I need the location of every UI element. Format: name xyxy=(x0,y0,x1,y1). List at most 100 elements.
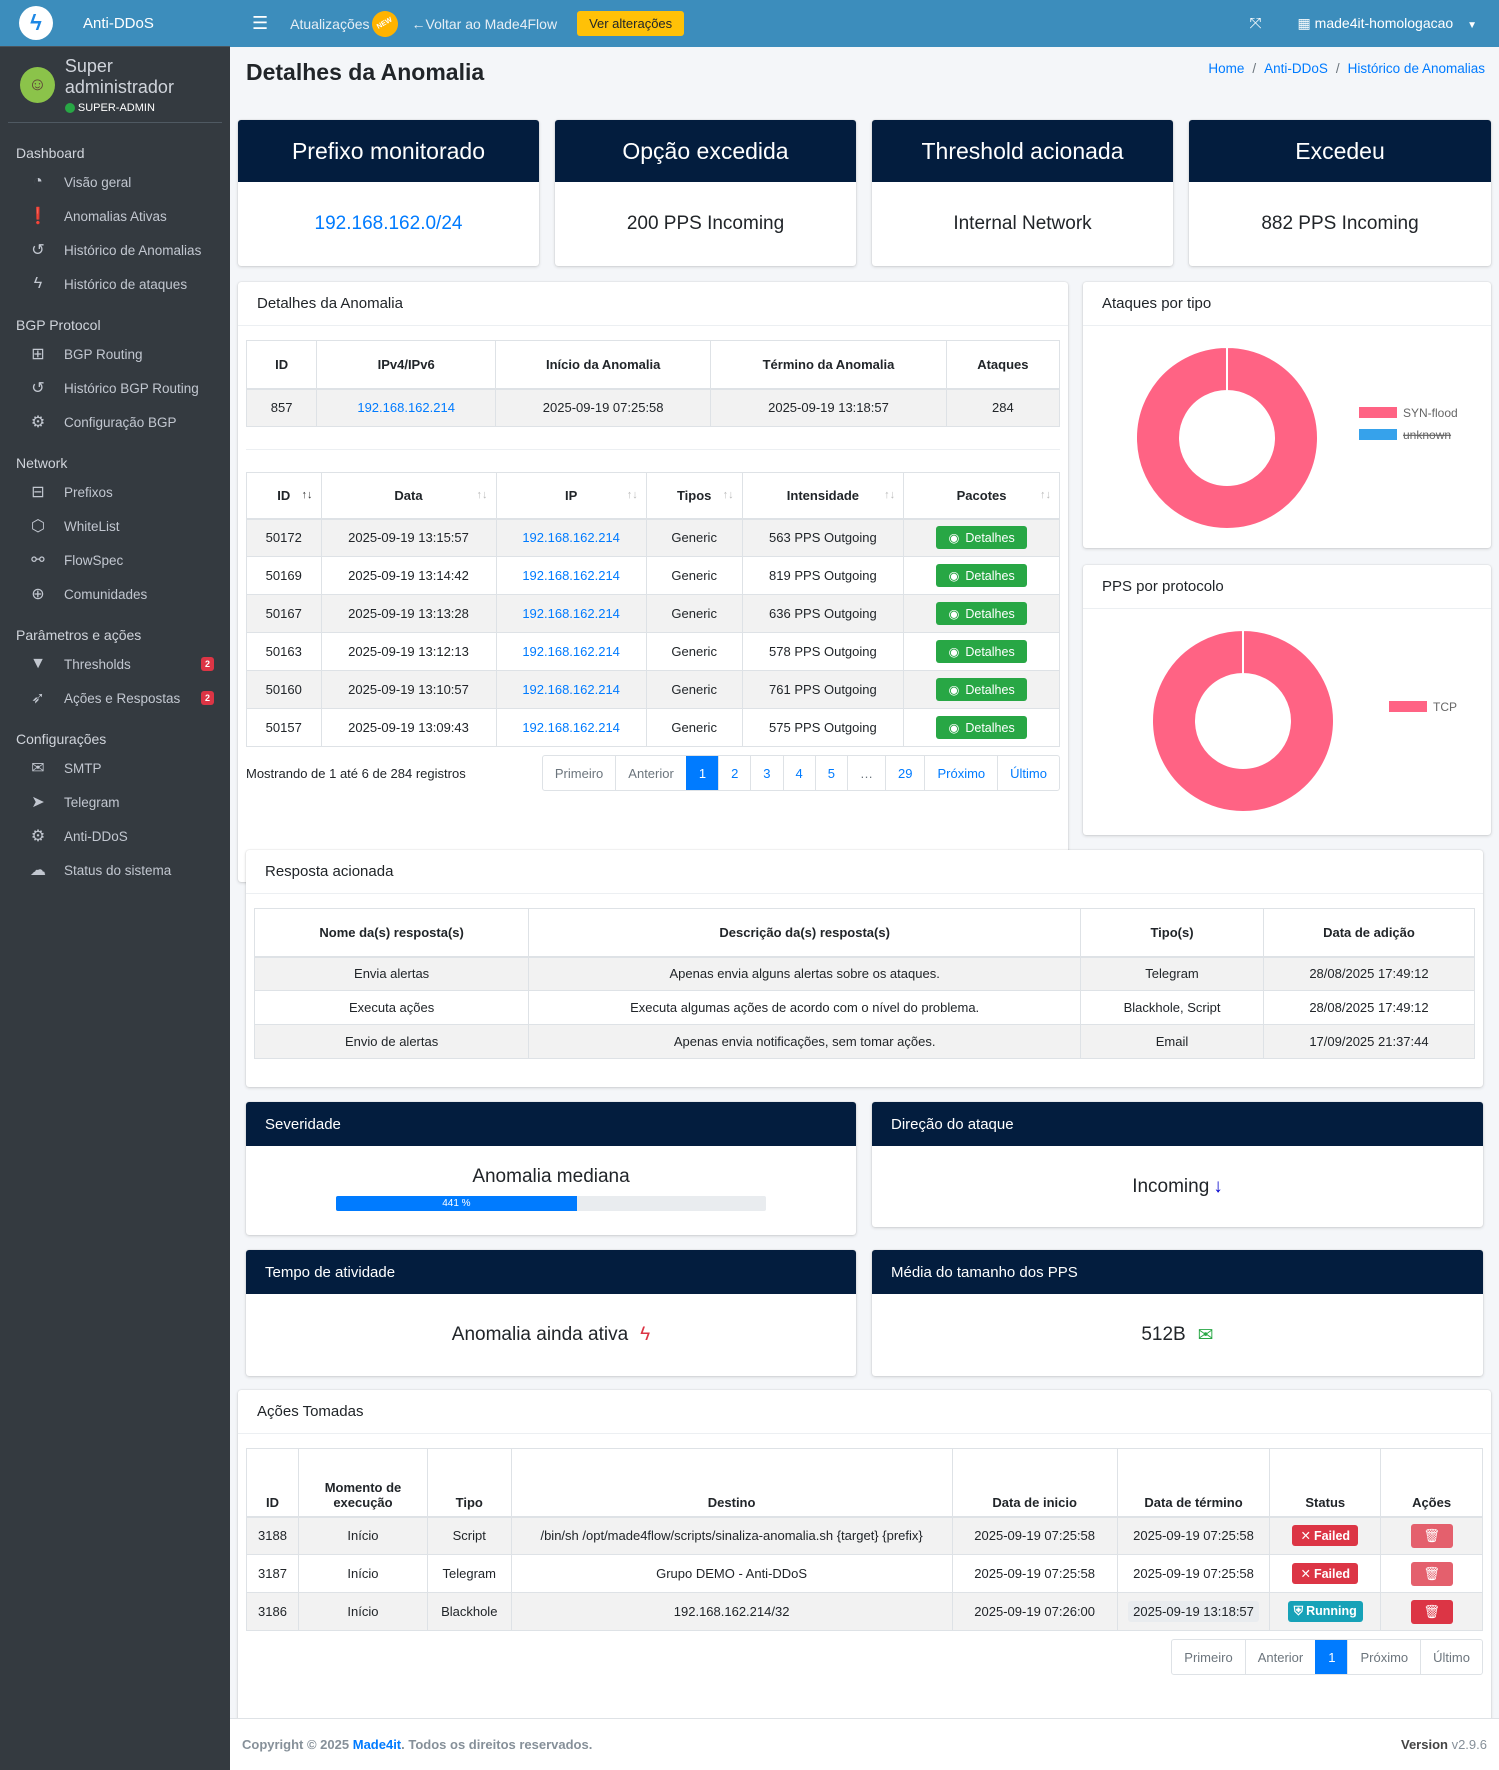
table-cell: 578 PPS Outgoing xyxy=(741,632,905,671)
table-cell: 2025-09-19 07:25:58 xyxy=(495,388,712,427)
sidebar-item-bgp-routing[interactable]: ⊞ BGP Routing xyxy=(0,337,230,371)
table-cell: 50163 xyxy=(246,632,322,671)
breadcrumb-home[interactable]: Home xyxy=(1208,61,1245,76)
page-link[interactable]: Último xyxy=(1420,1640,1482,1674)
delete-button[interactable]: 🗑 xyxy=(1410,1523,1453,1548)
sidebar-item-label: FlowSpec xyxy=(64,552,124,568)
sidebar-item-hist-rico-bgp-routing[interactable]: ↺ Histórico BGP Routing xyxy=(0,371,230,405)
breadcrumb-anomaly-history[interactable]: Histórico de Anomalias xyxy=(1347,61,1485,76)
ip-link[interactable]: 192.168.162.214 xyxy=(522,606,620,621)
sidebar-item-configura-o-bgp[interactable]: ⚙ Configuração BGP xyxy=(0,405,230,439)
details-button[interactable]: ◉ Detalhes xyxy=(936,640,1027,663)
column-header: Início da Anomalia xyxy=(495,340,712,390)
legend-label[interactable]: SYN-flood xyxy=(1403,406,1458,420)
sidebar-item-label: Anomalias Ativas xyxy=(64,208,167,224)
ip-link[interactable]: 192.168.162.214 xyxy=(522,682,620,697)
tenant-dropdown[interactable]: ▦ made4it-homologacao ▼ xyxy=(1297,15,1477,31)
sidebar-item-hist-rico-de-anomalias[interactable]: ↺ Histórico de Anomalias xyxy=(0,233,230,267)
sidebar-item-smtp[interactable]: ✉ SMTP xyxy=(0,751,230,785)
page-link[interactable]: Anterior xyxy=(1244,1640,1316,1674)
details-button[interactable]: ◉ Detalhes xyxy=(936,678,1027,701)
legend-swatch[interactable] xyxy=(1389,701,1427,712)
ip-link[interactable]: 192.168.162.214 xyxy=(522,530,620,546)
sidebar-item-label: BGP Routing xyxy=(64,346,143,362)
sidebar-item-anomalias-ativas[interactable]: ❗ Anomalias Ativas xyxy=(0,199,230,233)
page-link[interactable]: Último xyxy=(997,756,1059,790)
column-header: Descrição da(s) resposta(s) xyxy=(528,908,1082,958)
page-link[interactable]: … xyxy=(847,756,885,790)
user-panel[interactable]: ☺ Super administrador SUPER-ADMIN xyxy=(8,47,222,123)
page-link[interactable]: Próximo xyxy=(1347,1640,1420,1674)
view-changes-button[interactable]: Ver alterações xyxy=(577,11,685,36)
table-cell: 2025-09-19 13:18:57 xyxy=(1116,1592,1271,1631)
legend-swatch[interactable] xyxy=(1359,429,1397,440)
monitored-prefix-link[interactable]: 192.168.162.0/24 xyxy=(314,213,463,234)
sidebar-item-comunidades[interactable]: ⊕ Comunidades xyxy=(0,577,230,611)
sidebar-item-hist-rico-de-ataques[interactable]: ϟ Histórico de ataques xyxy=(0,267,230,301)
sidebar-item-prefixos[interactable]: ⊟ Prefixos xyxy=(0,475,230,509)
sidebar-item-telegram[interactable]: ➤ Telegram xyxy=(0,785,230,819)
details-button[interactable]: ◉ Detalhes xyxy=(936,526,1027,550)
delete-button[interactable]: 🗑 xyxy=(1410,1599,1453,1624)
page-link[interactable]: 3 xyxy=(750,756,782,790)
sidebar-item-status-do-sistema[interactable]: ☁ Status do sistema xyxy=(0,853,230,887)
column-header-sortable[interactable]: Intensidade ↑↓ xyxy=(741,472,905,520)
ip-link[interactable]: 192.168.162.214 xyxy=(357,400,455,416)
column-header-sortable[interactable]: Data ↑↓ xyxy=(320,472,497,520)
details-button[interactable]: ◉ Detalhes xyxy=(936,564,1027,587)
details-button[interactable]: ◉ Detalhes xyxy=(936,716,1027,739)
brand[interactable]: ϟ Anti-DDoS xyxy=(0,0,230,47)
table-cell: Executa ações xyxy=(253,990,530,1025)
donut-slice-tcp[interactable] xyxy=(1150,628,1335,813)
severity-value: Anomalia mediana xyxy=(472,1166,630,1187)
column-header: Término da Anomalia xyxy=(710,340,947,390)
column-header-sortable[interactable]: Pacotes ↑↓ xyxy=(903,472,1060,520)
page-link[interactable]: 29 xyxy=(885,756,924,790)
table-cell: Apenas envia notificações, sem tomar açõ… xyxy=(528,1024,1082,1059)
table-cell: Generic xyxy=(645,670,743,709)
legend-swatch[interactable] xyxy=(1359,407,1397,418)
page-link[interactable]: 2 xyxy=(718,756,750,790)
column-header-sortable[interactable]: IP ↑↓ xyxy=(495,472,647,520)
sidebar-item-whitelist[interactable]: ⬡ WhiteList xyxy=(0,509,230,543)
sidebar-item-anti-ddos[interactable]: ⚙ Anti-DDoS xyxy=(0,819,230,853)
table-cell: ✕ Failed xyxy=(1269,1554,1382,1593)
page-link[interactable]: 1 xyxy=(1315,1640,1348,1674)
user-name[interactable]: Super administrador xyxy=(64,55,174,97)
back-to-made4flow-link[interactable]: ←Voltar ao Made4Flow xyxy=(411,15,558,32)
legend-label[interactable]: TCP xyxy=(1433,700,1457,714)
breadcrumb-anti-ddos[interactable]: Anti-DDoS xyxy=(1264,61,1328,76)
pps-size-value: 512B xyxy=(1141,1324,1186,1345)
table-cell: 575 PPS Outgoing xyxy=(741,708,905,747)
ip-link[interactable]: 192.168.162.214 xyxy=(522,720,620,735)
sidebar-item-vis-o-geral[interactable]: ◔ Visão geral xyxy=(0,165,230,199)
page-link[interactable]: 1 xyxy=(685,756,719,790)
company-link[interactable]: Made4it xyxy=(352,1737,402,1752)
page-link[interactable]: 5 xyxy=(814,756,847,790)
page-link[interactable]: Primeiro xyxy=(1184,1649,1233,1665)
ip-link[interactable]: 192.168.162.214 xyxy=(522,568,620,583)
card-title: Direção do ataque xyxy=(872,1102,1483,1146)
page-link[interactable]: Próximo xyxy=(924,756,997,790)
delete-button[interactable]: 🗑 xyxy=(1410,1561,1453,1586)
fullscreen-icon[interactable]: ⤧ xyxy=(1249,15,1262,32)
ip-link[interactable]: 192.168.162.214 xyxy=(522,644,620,659)
menu-toggle-icon[interactable]: ☰ xyxy=(252,13,269,33)
sidebar-item-a-es-e-respostas[interactable]: ➶ Ações e Respostas 2 xyxy=(0,681,230,715)
table-cell: Generic xyxy=(645,632,743,671)
legend-label[interactable]: unknown xyxy=(1403,428,1451,442)
details-button[interactable]: ◉ Detalhes xyxy=(936,602,1027,625)
card-value: Internal Network xyxy=(953,213,1092,234)
page-link[interactable]: Primeiro xyxy=(554,765,604,781)
sidebar-item-thresholds[interactable]: ▼ Thresholds 2 xyxy=(0,647,230,681)
donut-slice-syn-flood[interactable] xyxy=(1134,345,1319,530)
page-link[interactable]: 4 xyxy=(782,756,815,790)
updates-link[interactable]: Atualizações NEW xyxy=(290,5,403,42)
column-header-sortable[interactable]: Tipos ↑↓ xyxy=(645,472,743,520)
page-link[interactable]: Anterior xyxy=(615,756,686,790)
sidebar-item-flowspec[interactable]: ⚯ FlowSpec xyxy=(0,543,230,577)
brand-text: Anti-DDoS xyxy=(83,14,154,32)
table-cell: Telegram xyxy=(426,1554,512,1593)
anomaly-details-card: Detalhes da Anomalia ID IPv4/IPv6 Início d… xyxy=(238,282,1068,882)
column-header-sortable[interactable]: ID ↑↓ xyxy=(246,472,322,520)
